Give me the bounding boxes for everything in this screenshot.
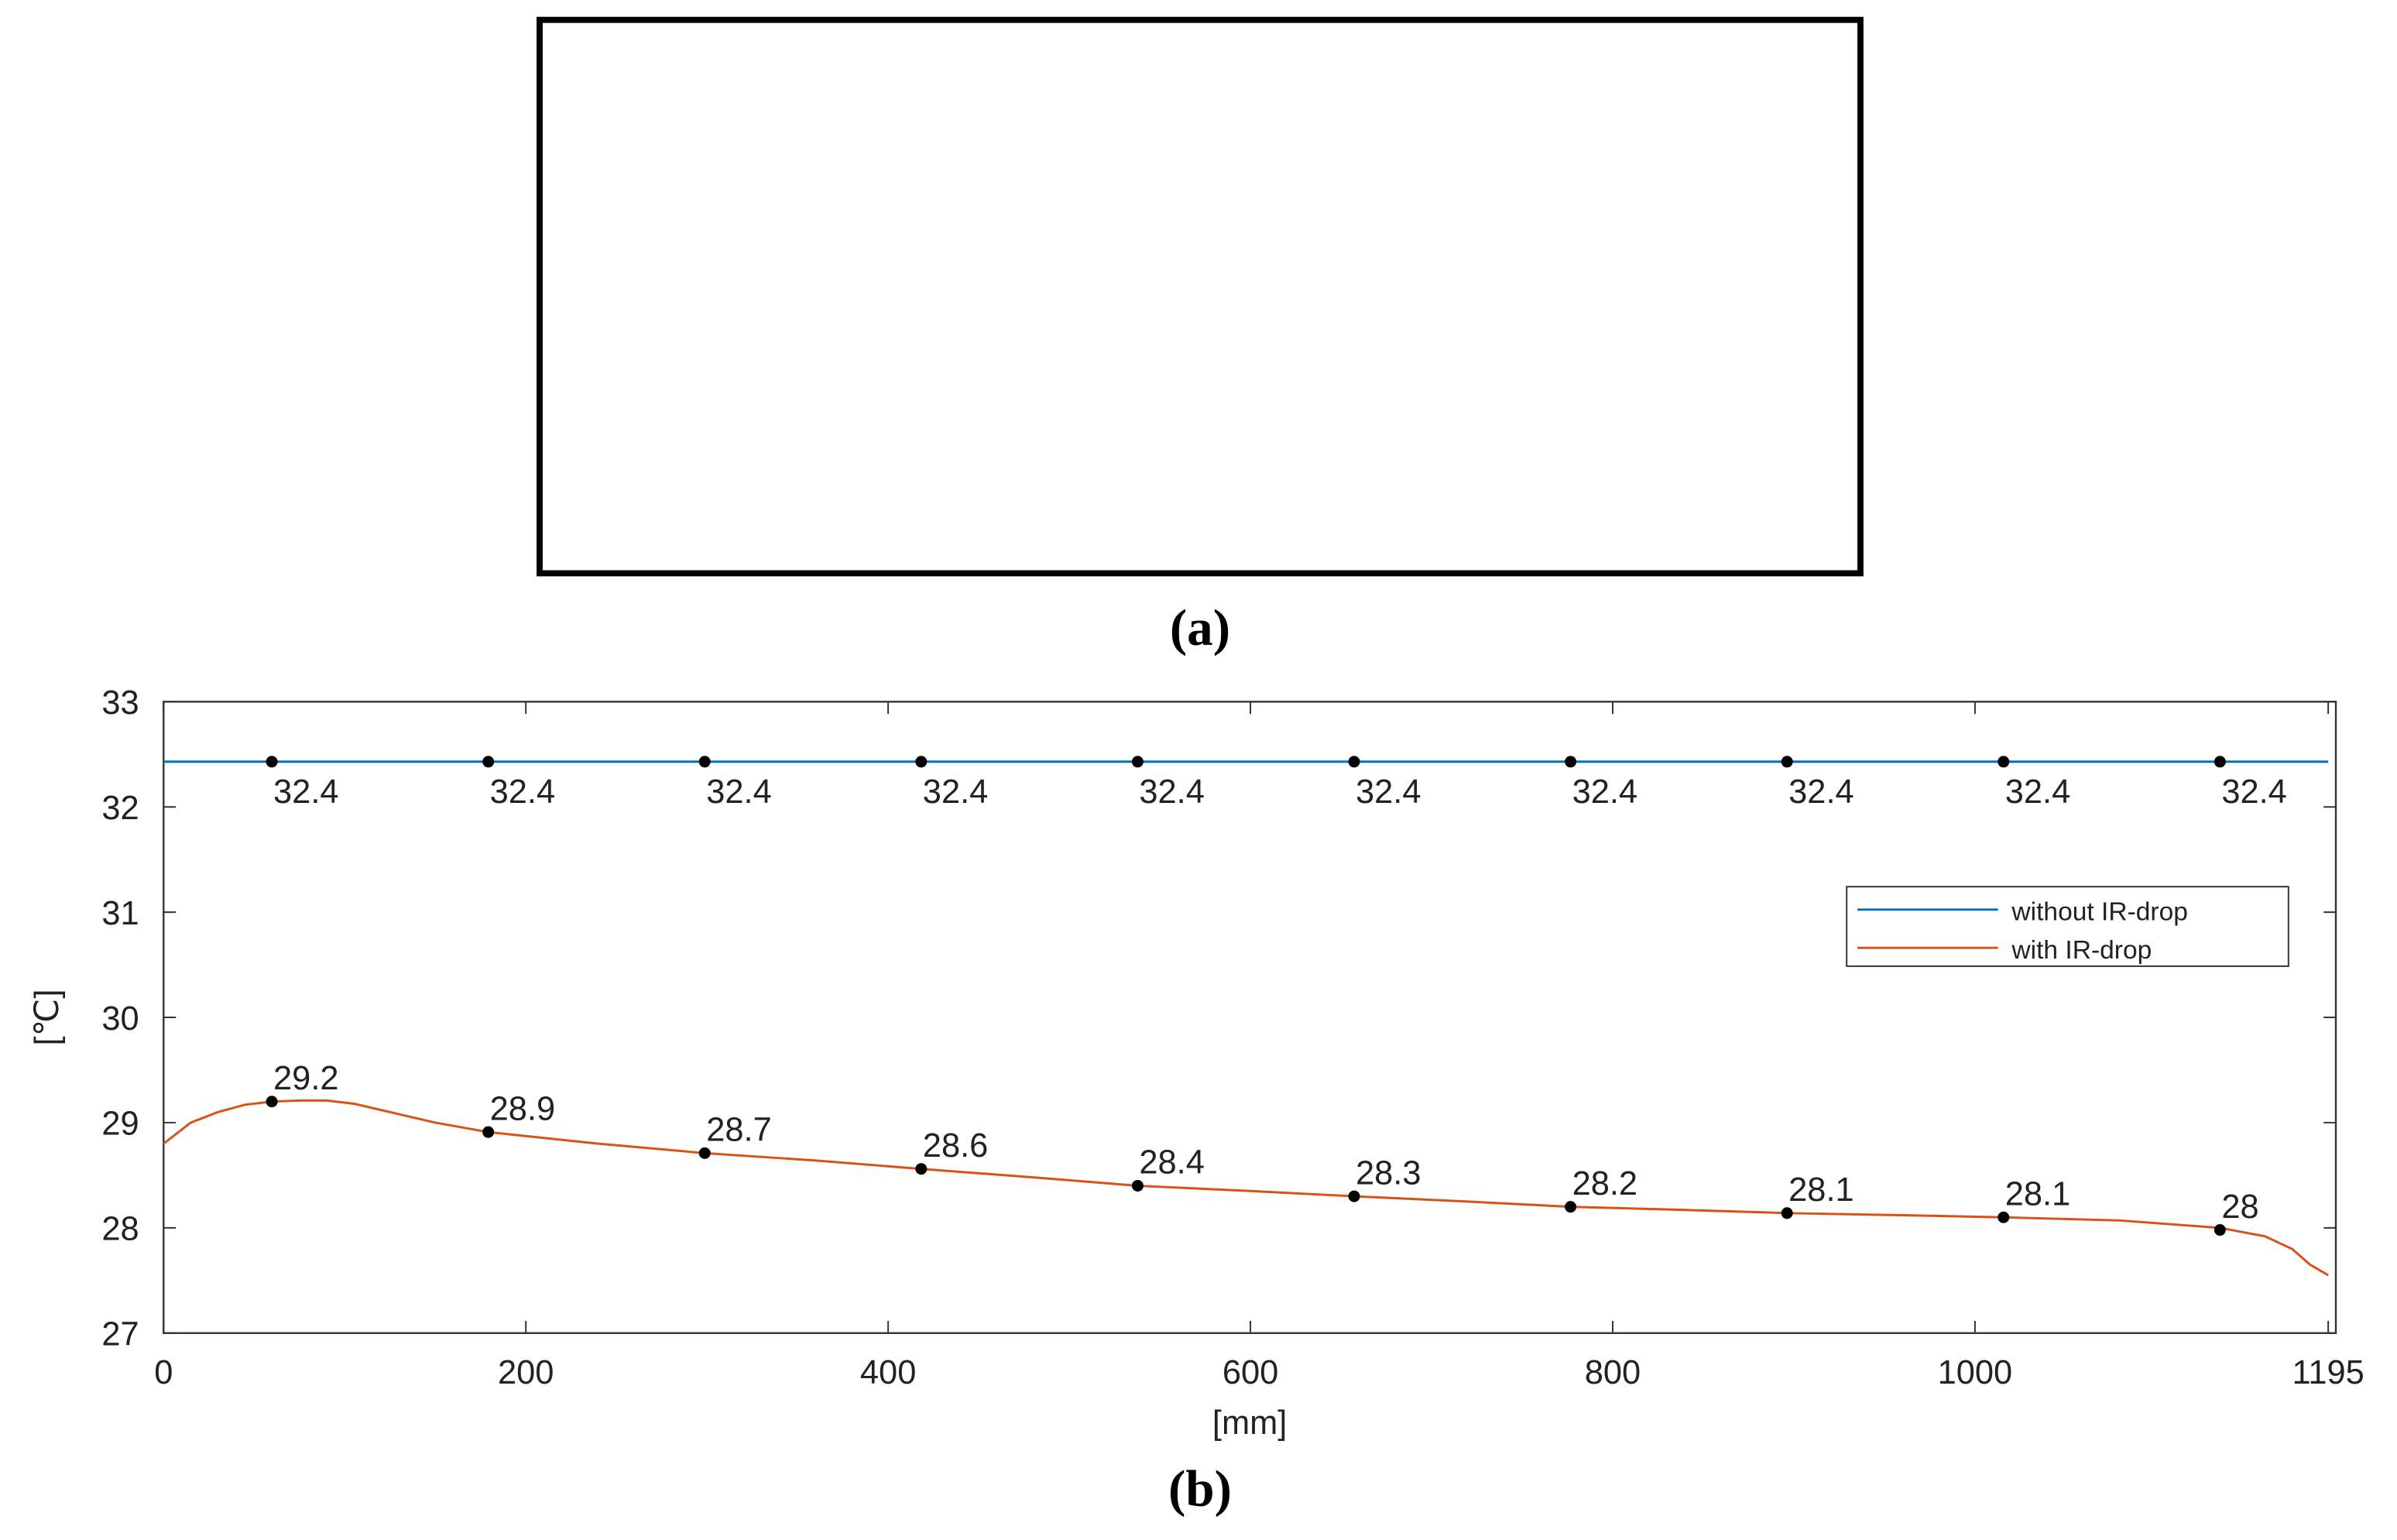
x-axis-label: [mm] <box>1212 1405 1287 1442</box>
marker <box>1348 756 1360 768</box>
data-label: 32.4 <box>923 773 989 811</box>
data-label: 29.2 <box>273 1060 339 1097</box>
data-label: 28.1 <box>2005 1175 2071 1212</box>
marker <box>1781 756 1793 768</box>
y-tick-label: 28 <box>101 1211 139 1248</box>
marker <box>698 1147 711 1159</box>
y-axis-label: [℃] <box>29 990 66 1046</box>
legend-box <box>1846 886 2289 967</box>
data-label: 28.9 <box>490 1090 556 1127</box>
marker <box>1131 1179 1144 1192</box>
data-label: 32.4 <box>273 773 339 811</box>
x-tick-label: 800 <box>1585 1354 1641 1391</box>
y-tick-label: 29 <box>101 1106 139 1143</box>
caption-b: (b) <box>1168 1459 1232 1518</box>
y-tick-label: 27 <box>101 1316 139 1353</box>
data-label: 28 <box>2221 1188 2258 1226</box>
data-label: 28.6 <box>923 1127 989 1164</box>
data-label: 32.4 <box>2221 773 2287 811</box>
marker <box>915 1163 928 1175</box>
data-label: 32.4 <box>490 773 556 811</box>
data-label: 32.4 <box>1788 773 1854 811</box>
data-label: 28.7 <box>706 1112 772 1149</box>
marker <box>1348 1190 1360 1202</box>
x-tick-label: 1195 <box>2292 1354 2364 1391</box>
marker <box>2214 1224 2226 1236</box>
marker <box>266 756 278 768</box>
x-tick-label: 0 <box>154 1354 173 1391</box>
marker <box>1998 756 2010 768</box>
x-tick-label: 600 <box>1223 1354 1278 1391</box>
data-label: 32.4 <box>2005 773 2071 811</box>
marker <box>1998 1211 2010 1223</box>
marker <box>1565 1201 1577 1213</box>
legend-label: without IR-drop <box>2011 898 2187 927</box>
x-tick-label: 400 <box>860 1354 916 1391</box>
marker <box>266 1096 278 1108</box>
marker <box>1565 756 1577 768</box>
marker <box>1131 756 1144 768</box>
x-tick-label: 1000 <box>1938 1354 2013 1391</box>
marker <box>482 756 495 768</box>
caption-a: (a) <box>1170 599 1230 657</box>
data-label: 28.4 <box>1139 1144 1205 1182</box>
x-tick-label: 200 <box>498 1354 554 1391</box>
marker <box>482 1126 495 1138</box>
data-label: 32.4 <box>706 773 772 811</box>
y-tick-label: 30 <box>101 1000 139 1038</box>
data-label: 32.4 <box>1572 773 1638 811</box>
data-label: 32.4 <box>1139 773 1205 811</box>
y-tick-label: 32 <box>101 790 139 827</box>
marker <box>1781 1207 1793 1219</box>
marker <box>915 756 928 768</box>
data-label: 28.1 <box>1788 1171 1854 1209</box>
y-tick-label: 33 <box>101 684 139 722</box>
data-label: 28.2 <box>1572 1165 1638 1202</box>
marker <box>2214 756 2226 768</box>
data-label: 28.3 <box>1356 1154 1421 1192</box>
legend-label: with IR-drop <box>2011 936 2152 965</box>
data-label: 32.4 <box>1356 773 1421 811</box>
panel-a-box <box>537 16 1864 577</box>
series-line <box>163 1099 2329 1277</box>
marker <box>698 756 711 768</box>
y-tick-label: 31 <box>101 895 139 932</box>
